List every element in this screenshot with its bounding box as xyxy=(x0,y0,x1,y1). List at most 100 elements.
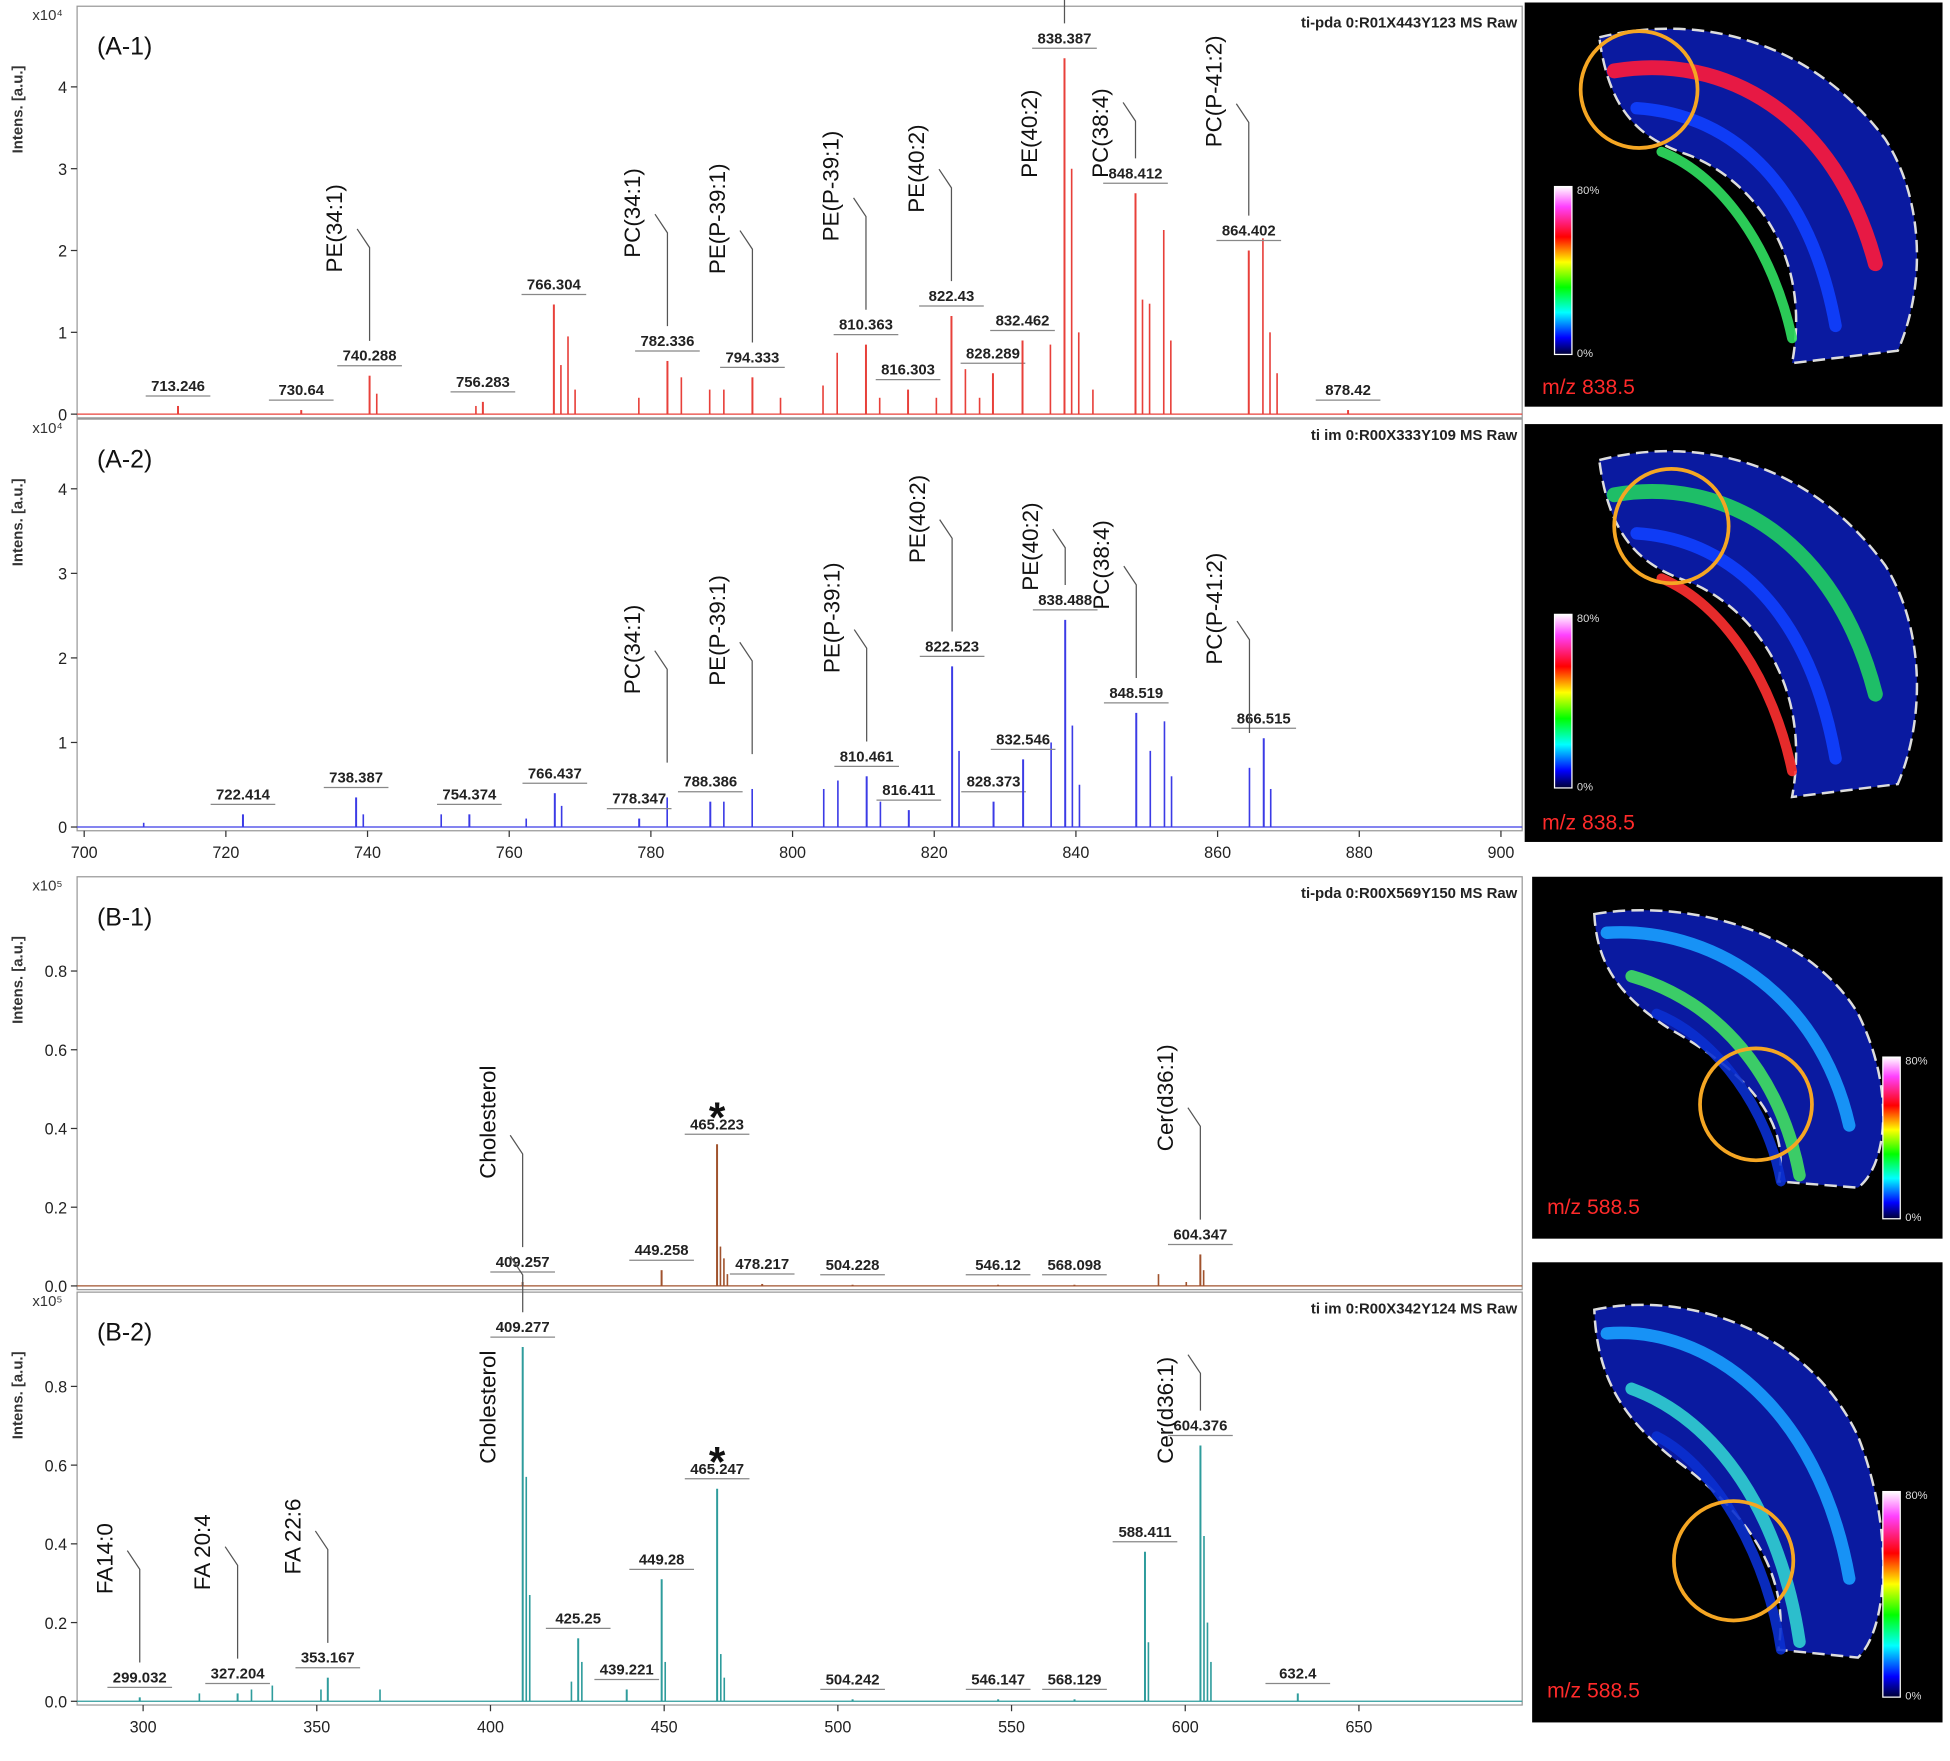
marker: * xyxy=(709,1438,726,1485)
panel-label: (B-2) xyxy=(97,1319,152,1347)
peak-label: 504.242 xyxy=(826,1671,880,1688)
annotation-leader xyxy=(126,1550,141,1663)
peak-label: 353.167 xyxy=(301,1650,355,1667)
y-tick-label: 0.0 xyxy=(45,1694,67,1712)
image-label: m/z 838.5 xyxy=(1542,376,1635,399)
color-scale-max: 80% xyxy=(1905,1490,1927,1502)
plot-frame xyxy=(76,1291,1523,1706)
x-tick-label: 350 xyxy=(303,1718,330,1736)
y-tick-label: 0.8 xyxy=(45,1379,67,1397)
intensity-band xyxy=(1600,926,1856,1132)
annotation: FA 20:4 xyxy=(190,1514,215,1590)
annotation: PE(P-39:1) xyxy=(819,562,844,673)
peak-label: 465.247 xyxy=(690,1461,744,1478)
annotation: FA 22:6 xyxy=(280,1499,305,1575)
annotation-leader xyxy=(939,519,953,632)
annotation: Cholesterol xyxy=(475,1351,500,1464)
x-tick-label: 300 xyxy=(130,1718,157,1736)
ms-image: 80% 0% m/z 588.5 xyxy=(1532,876,1943,1239)
x-tick-label: 800 xyxy=(779,844,806,862)
peak-label: 810.363 xyxy=(839,317,893,334)
y-tick-label: 4 xyxy=(58,79,67,97)
x-tick-label: 400 xyxy=(477,1718,504,1736)
annotation-leader xyxy=(1236,620,1251,734)
color-scale xyxy=(1882,1056,1901,1220)
intensity-band xyxy=(1656,573,1798,777)
y-tick-label: 4 xyxy=(58,481,67,499)
x-tick-label: 880 xyxy=(1346,844,1373,862)
intensity-band xyxy=(1656,146,1798,344)
annotation-leader xyxy=(1187,1354,1202,1411)
annotation: PC(38:4) xyxy=(1089,520,1114,610)
x-tick-label: 780 xyxy=(637,844,664,862)
intensity-band xyxy=(1625,1382,1806,1649)
peak-label: 409.257 xyxy=(496,1254,550,1271)
ms-image: 80% 0% m/z 838.5 xyxy=(1524,2,1943,407)
plot-frame xyxy=(76,5,1523,419)
y-multiplier: x10⁵ xyxy=(32,877,62,894)
annotation-leader xyxy=(853,197,867,310)
peak-label: 730.64 xyxy=(278,382,324,399)
x-tick-label: 550 xyxy=(998,1718,1025,1736)
intensity-band xyxy=(1606,484,1883,702)
peak-label: 449.258 xyxy=(635,1242,689,1259)
annotation-leader xyxy=(1123,565,1137,679)
annotation: PC(P-41:2) xyxy=(1202,553,1227,665)
ms-image: 80% 0% m/z 588.5 xyxy=(1532,1262,1943,1723)
peak-label: 713.246 xyxy=(151,378,205,395)
peak-label: 838.488 xyxy=(1038,592,1092,609)
annotation: PE(40:2) xyxy=(905,475,930,563)
annotation: PE(P-39:1) xyxy=(705,163,730,274)
y-axis-label: Intens. [a.u.] xyxy=(9,1351,26,1439)
panel-label: (B-1) xyxy=(97,903,152,931)
color-scale-min: 0% xyxy=(1905,1691,1921,1703)
peak-label: 327.204 xyxy=(211,1665,266,1682)
peak-label: 766.304 xyxy=(527,277,582,294)
y-multiplier: x10⁴ xyxy=(32,7,62,24)
annotation: PC(P-41:2) xyxy=(1201,35,1226,147)
annotation-leader xyxy=(356,228,371,341)
color-scale xyxy=(1553,185,1573,356)
ms-image: 80% 0% m/z 838.5 xyxy=(1524,424,1943,842)
x-tick-label: 650 xyxy=(1345,1718,1372,1736)
peak-label: 568.098 xyxy=(1047,1257,1101,1274)
peak-label: 425.25 xyxy=(555,1610,601,1627)
peak-label: 478.217 xyxy=(735,1256,789,1273)
intensity-band xyxy=(1651,1431,1786,1655)
y-axis-label: Intens. [a.u.] xyxy=(9,66,26,154)
image-label: m/z 588.5 xyxy=(1547,1680,1640,1703)
color-scale xyxy=(1553,613,1573,789)
y-axis-label: Intens. [a.u.] xyxy=(9,478,26,566)
intensity-band xyxy=(1630,527,1842,765)
y-tick-label: 3 xyxy=(58,161,67,179)
region-circle xyxy=(1578,29,1700,150)
region-circle xyxy=(1698,1046,1814,1163)
y-tick-label: 0.0 xyxy=(45,1278,67,1296)
peak-label: 504.228 xyxy=(826,1257,880,1274)
intensity-band xyxy=(1630,101,1842,333)
peak-label: 864.402 xyxy=(1222,223,1276,240)
peak-label: 738.387 xyxy=(329,770,383,787)
peak-label: 832.462 xyxy=(996,313,1050,330)
peak-label: 848.412 xyxy=(1109,165,1163,182)
annotation-leader xyxy=(224,1546,239,1659)
color-scale-min: 0% xyxy=(1577,348,1593,360)
annotation-leader xyxy=(1122,102,1137,159)
annotation-leader xyxy=(509,1255,524,1313)
y-tick-label: 0.2 xyxy=(45,1199,67,1217)
y-axis-label: Intens. [a.u.] xyxy=(9,936,26,1024)
annotation: PC(38:4) xyxy=(1088,88,1113,178)
annotation: PC(34:1) xyxy=(620,168,645,258)
color-scale-min: 0% xyxy=(1577,781,1593,793)
peak-label: 832.546 xyxy=(996,731,1050,748)
peak-label: 816.303 xyxy=(881,362,935,379)
x-tick-label: 500 xyxy=(824,1718,851,1736)
region-circle xyxy=(1612,466,1731,586)
plot-frame xyxy=(76,418,1523,832)
y-tick-label: 0.8 xyxy=(45,963,67,981)
peak-label: 766.437 xyxy=(528,765,582,782)
peak-label: 828.373 xyxy=(967,774,1021,791)
peak-label: 465.223 xyxy=(690,1116,744,1133)
